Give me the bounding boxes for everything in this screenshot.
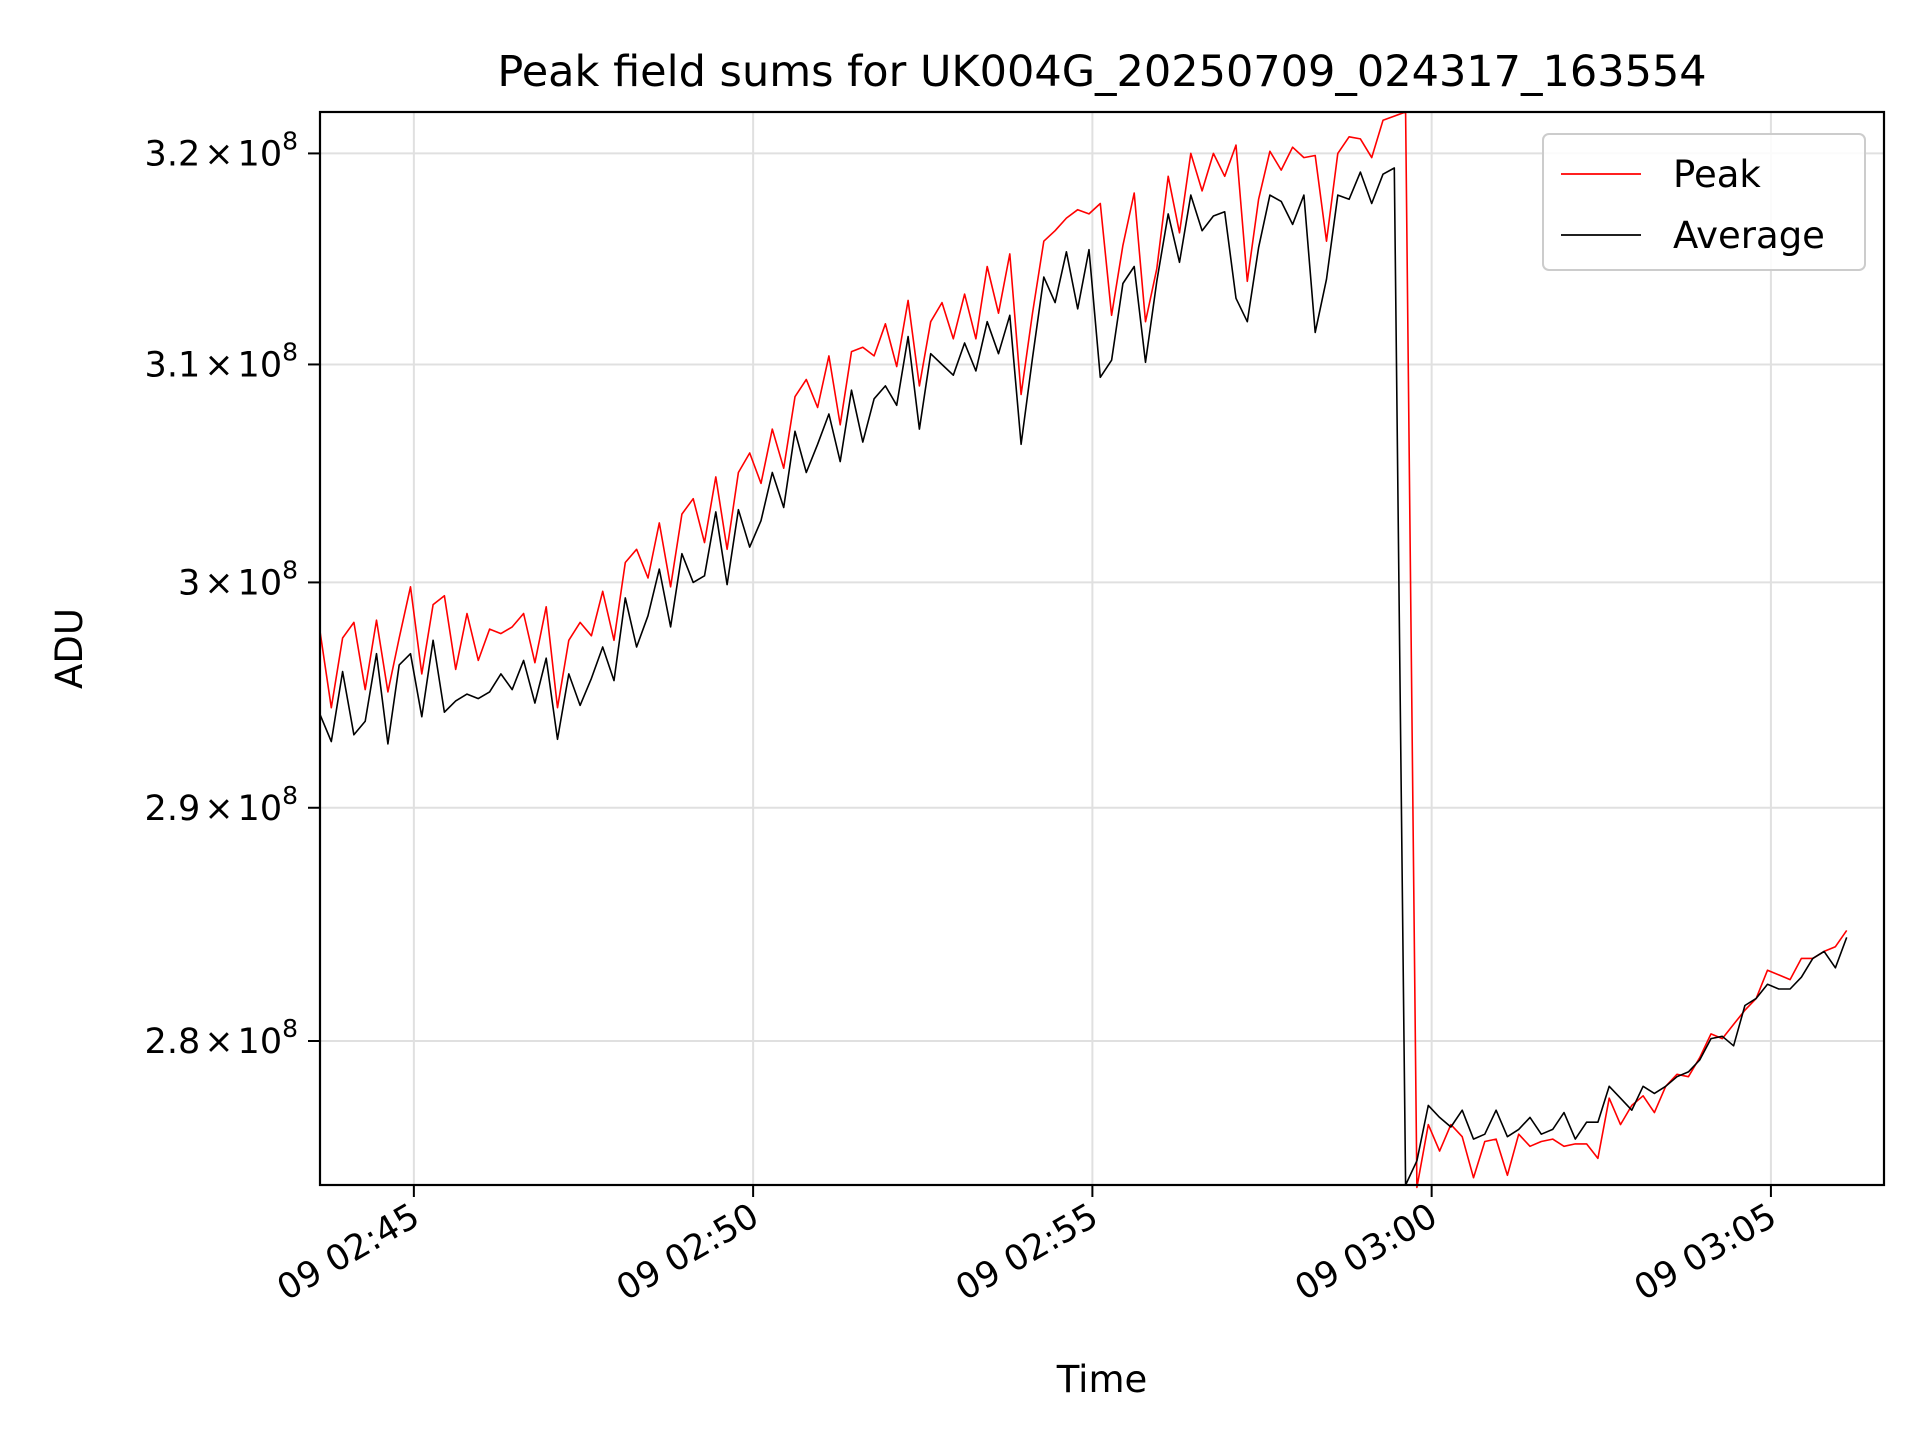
y-tick-exponent: 8 <box>282 781 298 810</box>
y-tick-mantissa: 3 <box>178 563 200 603</box>
y-tick-base: 10 <box>238 789 283 829</box>
y-tick-times: × <box>204 134 233 174</box>
chart-title: Peak field sums for UK004G_20250709_0243… <box>497 47 1706 97</box>
y-tick-times: × <box>204 345 233 385</box>
y-tick-exponent: 8 <box>282 337 298 366</box>
series-line-peak <box>319 111 1848 1189</box>
plot-area-frame <box>318 110 1886 1187</box>
legend-label-average: Average <box>1673 214 1825 257</box>
series-line-average <box>319 167 1848 1186</box>
y-axis-label: ADU <box>48 608 91 689</box>
legend: Peak Average <box>1542 133 1866 271</box>
y-tick-mantissa: 2.8 <box>145 1022 201 1062</box>
y-tick-mantissa: 2.9 <box>145 789 201 829</box>
y-tick-times: × <box>204 789 233 829</box>
y-tick-times: × <box>204 563 233 603</box>
y-tick-label: 2.9 × 108 <box>145 781 298 829</box>
legend-label-peak: Peak <box>1673 153 1761 196</box>
y-tick-exponent: 8 <box>282 1014 298 1043</box>
y-tick-label: 3 × 108 <box>178 555 298 603</box>
y-tick-mantissa: 3.2 <box>145 134 201 174</box>
y-tick-base: 10 <box>238 134 283 174</box>
y-tick-times: × <box>204 1022 233 1062</box>
y-tick-exponent: 8 <box>282 126 298 155</box>
series-layer <box>319 111 1848 1189</box>
legend-box <box>1542 133 1866 271</box>
y-tick-label: 3.2 × 108 <box>145 126 298 174</box>
y-tick-base: 10 <box>238 1022 283 1062</box>
y-tick-label: 2.8 × 108 <box>145 1014 298 1062</box>
y-tick-exponent: 8 <box>282 555 298 584</box>
x-axis-label: Time <box>1056 1358 1148 1401</box>
y-tick-label: 3.1 × 108 <box>145 337 298 385</box>
y-tick-mantissa: 3.1 <box>145 345 201 385</box>
y-tick-base: 10 <box>238 563 283 603</box>
y-tick-base: 10 <box>238 345 283 385</box>
